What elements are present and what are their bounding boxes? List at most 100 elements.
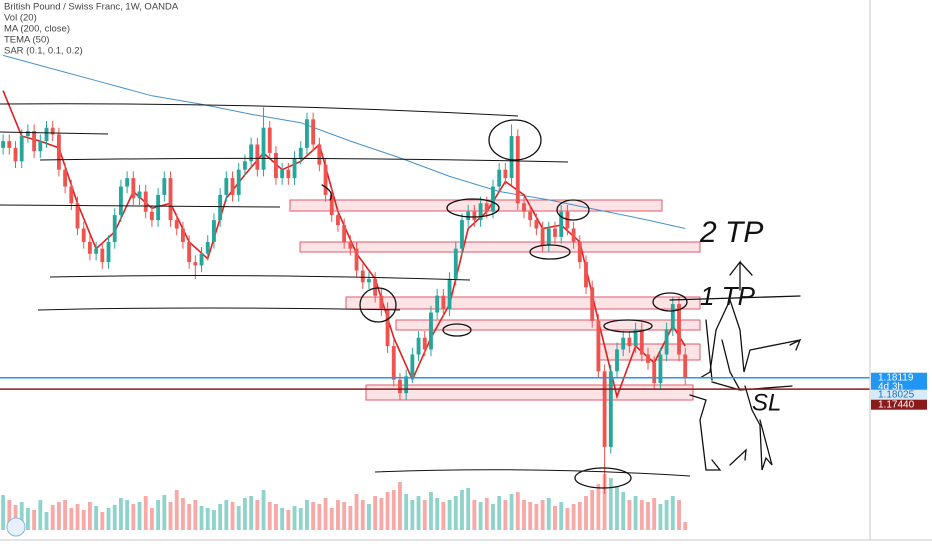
candle-body	[174, 220, 179, 229]
hand-drawing	[488, 119, 542, 161]
volume-bar	[118, 498, 123, 530]
candle-body	[472, 211, 477, 221]
candle-body	[391, 346, 396, 380]
candle-body	[404, 376, 409, 394]
volume-bar	[174, 490, 179, 530]
candle-body	[627, 337, 632, 347]
annotation-text: 1 TP	[700, 281, 756, 311]
volume-bar	[218, 504, 223, 530]
candle-body	[491, 186, 495, 212]
candle-body	[683, 354, 688, 379]
drawn-level	[49, 275, 471, 281]
volume-bar	[373, 496, 378, 530]
volume-bar	[429, 492, 433, 530]
price-label-box	[871, 399, 927, 410]
candle-body	[243, 161, 247, 170]
volume-bar	[646, 502, 650, 530]
volume-bar	[391, 490, 396, 530]
candle-body	[292, 157, 297, 179]
drawn-level	[39, 157, 569, 163]
volume-bar	[348, 506, 353, 530]
candle-body	[305, 119, 309, 148]
candle-body	[274, 152, 278, 179]
price-label: 4d 3h	[878, 381, 903, 392]
annotation-text: 2 TP	[699, 216, 763, 249]
hand-drawing	[442, 323, 472, 337]
candles	[1, 107, 688, 494]
drawn-level	[374, 469, 691, 477]
volume-bar	[69, 508, 74, 530]
volume-bar	[342, 502, 347, 530]
legend-line: MA (200, close)	[4, 24, 70, 35]
candle-body	[38, 141, 43, 152]
volume-bar	[522, 500, 526, 530]
candle-body	[267, 127, 272, 153]
volume-bar	[453, 496, 458, 530]
candle-body	[565, 211, 570, 229]
candle-body	[162, 178, 167, 195]
volume-bar	[255, 500, 260, 530]
candle-body	[249, 144, 254, 162]
candle-body	[224, 178, 229, 195]
volume-bar	[199, 506, 204, 530]
drawn-zone	[345, 296, 701, 310]
candle-body	[596, 320, 601, 372]
candle-body	[280, 169, 285, 179]
volume-bar	[602, 474, 607, 530]
volume-bar	[323, 498, 328, 530]
volume-bar	[615, 486, 619, 530]
candle-body	[205, 241, 210, 254]
volume-bar	[534, 504, 539, 530]
volume-bar	[590, 490, 595, 530]
candle-body	[590, 287, 595, 321]
volume-bar	[162, 495, 167, 530]
indicator	[2, 54, 686, 400]
volume-bar	[633, 496, 638, 530]
volume-bar	[478, 502, 483, 530]
candle-body	[100, 248, 105, 263]
volume-bar	[379, 498, 384, 530]
volume-bar	[38, 500, 43, 530]
drawn-level	[0, 131, 109, 135]
volume-bar	[528, 502, 533, 530]
candle-body	[348, 241, 353, 249]
drawn-zone	[289, 199, 701, 401]
volume-bar	[249, 496, 254, 530]
candle-body	[416, 337, 421, 355]
volume-bar	[137, 502, 142, 530]
candle-body	[94, 248, 99, 254]
legend-line: Vol (20)	[4, 13, 37, 24]
candle-body	[385, 309, 390, 347]
candle-body	[577, 241, 582, 263]
volume-bar	[509, 494, 514, 530]
candle-body	[212, 220, 216, 242]
candle-body	[168, 178, 173, 221]
volume-bar	[329, 508, 334, 530]
logo	[6, 517, 26, 537]
candle-body	[199, 253, 204, 266]
volume-bar	[385, 492, 390, 530]
drawn-level	[0, 103, 691, 477]
hand-drawing	[652, 292, 688, 312]
volume-bar	[75, 504, 80, 530]
candle-body	[534, 220, 539, 229]
candle-body	[336, 215, 340, 226]
candle-body	[379, 295, 384, 310]
candle-body	[422, 337, 427, 350]
candle-body	[298, 147, 303, 158]
candle-body	[528, 211, 533, 221]
candle-body	[497, 169, 502, 187]
volume-bar	[7, 500, 12, 530]
volume-bar	[639, 500, 644, 530]
volume-bar	[683, 522, 688, 530]
volume-bar	[627, 500, 632, 530]
candle-body	[670, 304, 675, 330]
volume-bar	[367, 504, 371, 530]
hand-drawing	[529, 244, 571, 260]
volume-bar	[565, 508, 570, 530]
candle-body	[584, 262, 588, 288]
volume-bar	[466, 488, 471, 530]
drawn-level	[0, 103, 519, 117]
volume-bar	[181, 498, 185, 530]
